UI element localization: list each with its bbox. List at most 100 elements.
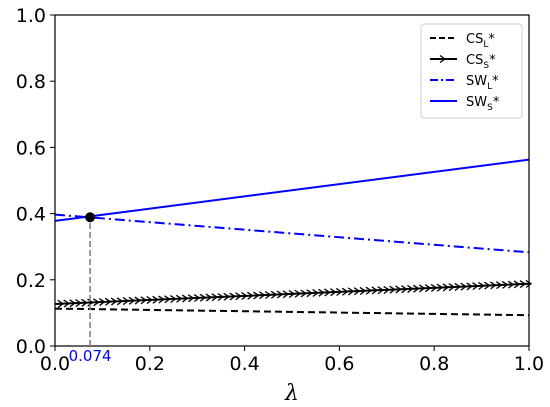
- series-marker-cs-s: [365, 286, 373, 295]
- series-marker-cs-s: [69, 299, 76, 308]
- series-marker-cs-s: [472, 282, 479, 291]
- series-marker-cs-s: [377, 286, 385, 295]
- series-marker-cs-s: [217, 292, 225, 302]
- series-marker-cs-s: [418, 284, 426, 293]
- series-line-sw-l: [54, 213, 530, 254]
- series-marker-cs-s: [116, 297, 124, 306]
- series-marker-cs-s: [466, 282, 473, 291]
- series-marker-cs-s: [164, 295, 171, 304]
- series-marker-cs-s: [193, 293, 201, 303]
- series-marker-cs-s: [448, 283, 456, 292]
- series-marker-cs-s: [258, 291, 266, 300]
- legend-label: CSL*: [466, 32, 495, 50]
- y-tick-label: 0.0: [16, 336, 46, 358]
- series-marker-cs-s: [110, 297, 118, 306]
- series-marker-cs-s: [181, 294, 189, 303]
- series-marker-cs-s: [146, 296, 153, 305]
- series-marker-cs-s: [329, 288, 337, 297]
- intersection-point: [85, 212, 96, 223]
- series-marker-cs-s: [199, 293, 207, 302]
- series-marker-cs-s: [235, 292, 242, 301]
- legend: CSL* CSS* SWL* SWS*: [420, 23, 523, 119]
- series-marker-cs-s: [412, 284, 420, 293]
- series-marker-cs-s: [324, 288, 331, 297]
- x-tick-label: 0.8: [419, 353, 449, 375]
- series-marker-cs-s: [205, 293, 213, 302]
- series-marker-cs-s: [318, 288, 325, 297]
- series-marker-cs-s: [401, 285, 408, 294]
- series-marker-cs-s: [294, 289, 302, 298]
- y-tick-label: 0.6: [16, 137, 46, 159]
- series-marker-cs-s: [525, 279, 533, 288]
- plot-area: [54, 158, 533, 317]
- series-marker-cs-s: [507, 280, 515, 289]
- series-marker-cs-s: [282, 290, 290, 299]
- series-marker-cs-s: [395, 285, 402, 294]
- x-tick-label: 0.0: [40, 353, 70, 375]
- series-marker-cs-s: [436, 283, 444, 292]
- series-marker-cs-s: [187, 294, 195, 303]
- series-marker-cs-s: [495, 281, 503, 290]
- x-tick-label: 0.2: [135, 353, 165, 375]
- x-axis-ticks: 0.0 0.2 0.4 0.6 0.8 1.0: [40, 346, 544, 375]
- legend-marker: [439, 54, 447, 64]
- series-marker-cs-s: [98, 298, 106, 307]
- series-marker-cs-s: [223, 292, 230, 301]
- series-marker-cs-s: [270, 290, 278, 299]
- series-marker-cs-s: [152, 295, 159, 304]
- y-tick-label: 0.4: [16, 204, 46, 226]
- series-marker-cs-s: [460, 282, 467, 291]
- series-line-cs-l: [54, 307, 530, 317]
- series-marker-cs-s: [128, 296, 136, 305]
- series-marker-cs-s: [252, 291, 260, 300]
- series-marker-cs-s: [75, 299, 82, 308]
- series-line-sw-s: [54, 158, 530, 222]
- series-marker-cs-s: [158, 295, 165, 304]
- series-marker-cs-s: [288, 289, 296, 299]
- series-marker-cs-s: [359, 286, 367, 295]
- annotations: 0.074: [69, 212, 112, 365]
- series-marker-cs-s: [122, 297, 130, 306]
- legend-label: SWS*: [466, 95, 500, 113]
- series-marker-cs-s: [229, 292, 236, 301]
- series-line-cs-s: [54, 282, 530, 305]
- series-marker-cs-s: [81, 298, 88, 307]
- legend-label: SWL*: [466, 74, 499, 92]
- series-marker-cs-s: [371, 286, 379, 295]
- series-marker-cs-s: [241, 291, 248, 301]
- x-axis-label: λ: [284, 381, 299, 406]
- legend-label: CSS*: [466, 53, 496, 71]
- series-marker-cs-s: [442, 283, 450, 292]
- series-marker-cs-s: [347, 287, 355, 296]
- series-marker-cs-s: [424, 284, 432, 293]
- series-marker-cs-s: [513, 280, 521, 289]
- series-marker-cs-s: [353, 287, 361, 296]
- y-tick-label: 1.0: [16, 5, 46, 27]
- x-tick-label: 1.0: [514, 353, 544, 375]
- series-marker-cs-s: [478, 281, 485, 290]
- series-marker-cs-s: [501, 280, 509, 289]
- y-axis-ticks: 0.0 0.2 0.4 0.6 0.8 1.0: [16, 5, 55, 358]
- series-marker-cs-s: [300, 289, 307, 298]
- legend-box: [420, 23, 523, 119]
- series-marker-cs-s: [335, 287, 343, 296]
- x-tick-label: 0.6: [324, 353, 354, 375]
- intersection-x-label: 0.074: [69, 347, 112, 365]
- series-marker-cs-s: [430, 283, 438, 292]
- series-marker-cs-s: [312, 288, 319, 297]
- series-marker-cs-s: [519, 280, 527, 289]
- series-marker-cs-s: [454, 282, 462, 291]
- series-marker-cs-s: [383, 285, 390, 294]
- series-marker-cs-s: [489, 281, 497, 290]
- series-marker-cs-s: [63, 299, 70, 308]
- series-marker-cs-s: [92, 298, 100, 307]
- series-marker-cs-s: [276, 290, 284, 299]
- series-marker-cs-s: [306, 289, 313, 298]
- series-marker-cs-s: [170, 294, 177, 304]
- series-marker-cs-s: [140, 296, 148, 305]
- series-marker-cs-s: [175, 294, 183, 303]
- series-marker-cs-s: [211, 293, 219, 302]
- series-marker-cs-s: [484, 281, 491, 290]
- series-marker-cs-s: [341, 287, 349, 296]
